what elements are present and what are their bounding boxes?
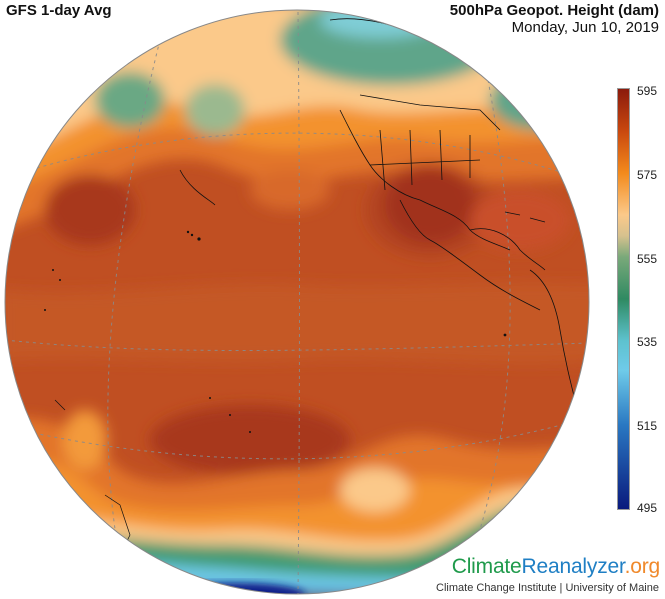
climate-reanalyzer-logo[interactable]: ClimateReanalyzer.org [452, 555, 660, 579]
institution-credit: Climate Change Institute | University of… [436, 582, 659, 594]
logo-part-org: .org [624, 555, 661, 578]
logo-part-climate: Climate [451, 555, 522, 578]
colorbar-tick-label: 495 [637, 501, 658, 515]
colorbar-tick-label: 555 [637, 252, 658, 266]
date-label: Monday, Jun 10, 2019 [511, 19, 659, 36]
colorbar-tick-label: 595 [637, 84, 658, 98]
colorbar [617, 88, 630, 510]
logo-part-reanalyzer: Reanalyzer [521, 555, 625, 578]
colorbar-tick-label: 515 [637, 419, 658, 433]
title-block: 500hPa Geopot. Height (dam) Monday, Jun … [450, 2, 659, 36]
model-title: GFS 1-day Avg [6, 2, 112, 19]
colorbar-tick-label: 535 [637, 335, 658, 349]
globe-map [4, 9, 590, 595]
variable-title: 500hPa Geopot. Height (dam) [449, 2, 659, 19]
colorbar-tick-label: 575 [637, 168, 658, 182]
